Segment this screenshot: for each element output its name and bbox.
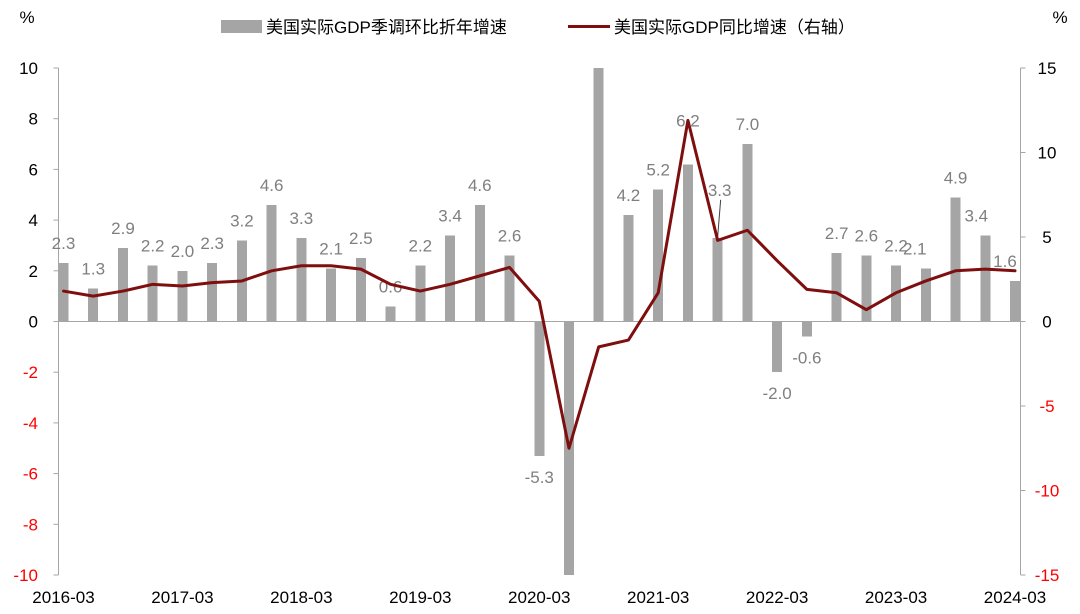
bar-data-label: -0.6 — [792, 349, 821, 368]
right-axis-tick-label: 0 — [1042, 313, 1051, 332]
yoy-line-series — [62, 118, 1017, 450]
axis-tick-labels: 10 8 6 4 2 0 -2 -4 -6 -8 -10 15 10 5 0 -5 -10 -15 2016-03 2… — [13, 59, 1059, 607]
bar-data-labels: 2.31.32.92.2 2.0 2.33.24.63.32.12.50.62.23… — [52, 111, 1017, 487]
right-axis-unit-label: % — [1052, 8, 1067, 27]
bar-data-label: 2.2 — [884, 237, 908, 256]
qoq-bar — [712, 237, 723, 322]
bar-data-label: -5.3 — [525, 468, 554, 487]
legend-line-label: 美国实际GDP同比增速（右轴） — [614, 18, 855, 37]
right-axis-tick-label: -5 — [1039, 397, 1054, 416]
left-axis-tick-label: -4 — [23, 414, 38, 433]
legend-item-qoq-bar: 美国实际GDP季调环比折年增速 — [221, 18, 507, 37]
bar-data-label: 2.1 — [319, 239, 343, 258]
bar-data-label: 1.3 — [81, 260, 105, 279]
legend: 美国实际GDP季调环比折年增速 美国实际GDP同比增速（右轴） — [221, 18, 855, 37]
qoq-bar — [207, 263, 218, 322]
qoq-bar — [772, 321, 783, 373]
bar-data-label: 3.3 — [708, 181, 732, 200]
qoq-bar — [355, 258, 366, 322]
x-axis-tick-label: 2020-03 — [508, 588, 570, 607]
yoy-series-line — [62, 118, 1017, 450]
qoq-bar — [117, 247, 128, 322]
left-axis-tick-label: 4 — [29, 211, 38, 230]
qoq-bar — [385, 306, 396, 322]
qoq-bar — [861, 255, 872, 322]
bar-data-label: 4.9 — [944, 168, 968, 187]
qoq-bar — [88, 288, 99, 322]
x-axis-tick-label: 2024-03 — [984, 588, 1046, 607]
right-axis-tick-label: -15 — [1035, 566, 1060, 585]
right-axis-tick-label: 15 — [1038, 59, 1057, 78]
x-axis-tick-label: 2023-03 — [865, 588, 927, 607]
bar-data-label: 5.2 — [646, 161, 670, 180]
bar-data-label: 2.7 — [825, 224, 849, 243]
bar-data-label: 1.6 — [993, 252, 1017, 271]
qoq-bar — [445, 235, 456, 322]
qoq-bar — [296, 237, 307, 322]
bar-data-label: 4.2 — [617, 186, 641, 205]
qoq-bar — [742, 144, 753, 322]
x-axis-tick-label: 2018-03 — [270, 588, 332, 607]
qoq-bar — [623, 215, 634, 322]
qoq-bar — [326, 268, 337, 322]
bar-data-label: 2.9 — [111, 219, 135, 238]
right-axis-tick-label: 5 — [1042, 228, 1051, 247]
bar-data-label: 2.0 — [171, 242, 195, 261]
qoq-bar — [147, 265, 158, 322]
bar-data-label: 2.6 — [855, 227, 879, 246]
qoq-bar — [831, 253, 842, 322]
right-axis-tick-label: -10 — [1035, 482, 1060, 501]
qoq-bar — [177, 270, 188, 322]
left-axis-tick-label: 0 — [29, 313, 38, 332]
x-axis-tick-label: 2021-03 — [627, 588, 689, 607]
bar-data-label: 4.6 — [260, 176, 284, 195]
qoq-bar — [1010, 280, 1020, 322]
right-axis-tick-label: 10 — [1038, 144, 1057, 163]
left-axis-tick-label: -10 — [13, 566, 38, 585]
bar-data-label: 2.2 — [141, 237, 165, 256]
x-axis-tick-label: 2017-03 — [151, 588, 213, 607]
bar-data-label: 3.4 — [964, 206, 988, 225]
bar-data-label: 2.6 — [498, 227, 522, 246]
qoq-bar — [920, 268, 931, 322]
bar-data-label: 2.3 — [52, 234, 76, 253]
left-axis-tick-label: -6 — [23, 465, 38, 484]
qoq-bar — [653, 189, 664, 322]
legend-item-yoy-line: 美国实际GDP同比增速（右轴） — [568, 18, 855, 37]
bar-data-label: 3.2 — [230, 211, 254, 230]
left-axis-tick-label: -8 — [23, 515, 38, 534]
left-axis-unit-label: % — [19, 8, 34, 27]
left-axis-tick-label: 6 — [29, 160, 38, 179]
x-axis-tick-label: 2019-03 — [389, 588, 451, 607]
legend-bar-swatch — [221, 20, 262, 33]
bar-data-label: 2.5 — [349, 229, 373, 248]
qoq-bar — [682, 164, 693, 322]
qoq-bar — [950, 197, 961, 322]
bar-data-label: 3.3 — [290, 209, 314, 228]
qoq-bar — [474, 204, 485, 322]
bar-data-label: 2.2 — [408, 237, 432, 256]
bar-data-label: -2.0 — [762, 384, 791, 403]
qoq-bar — [980, 235, 991, 322]
x-axis-tick-label: 2022-03 — [746, 588, 808, 607]
bar-data-label: 7.0 — [736, 115, 760, 134]
qoq-bar — [534, 321, 545, 456]
bar-data-label: 4.6 — [468, 176, 492, 195]
data-label-leader-line — [717, 199, 722, 237]
legend-bar-label: 美国实际GDP季调环比折年增速 — [266, 18, 507, 37]
qoq-bar — [266, 204, 277, 322]
bar-data-label: 2.3 — [200, 234, 224, 253]
bar-data-label: 2.1 — [903, 239, 927, 258]
x-axis-tick-label: 2016-03 — [32, 588, 94, 607]
left-axis-tick-label: 8 — [29, 110, 38, 129]
qoq-bar — [415, 265, 426, 322]
left-axis-tick-label: 10 — [19, 59, 38, 78]
qoq-bar — [801, 321, 812, 337]
left-axis-tick-label: -2 — [23, 363, 38, 382]
qoq-bar — [504, 255, 515, 322]
bar-data-label: 3.4 — [438, 206, 462, 225]
left-axis-tick-label: 2 — [29, 262, 38, 281]
qoq-bar — [593, 68, 604, 322]
